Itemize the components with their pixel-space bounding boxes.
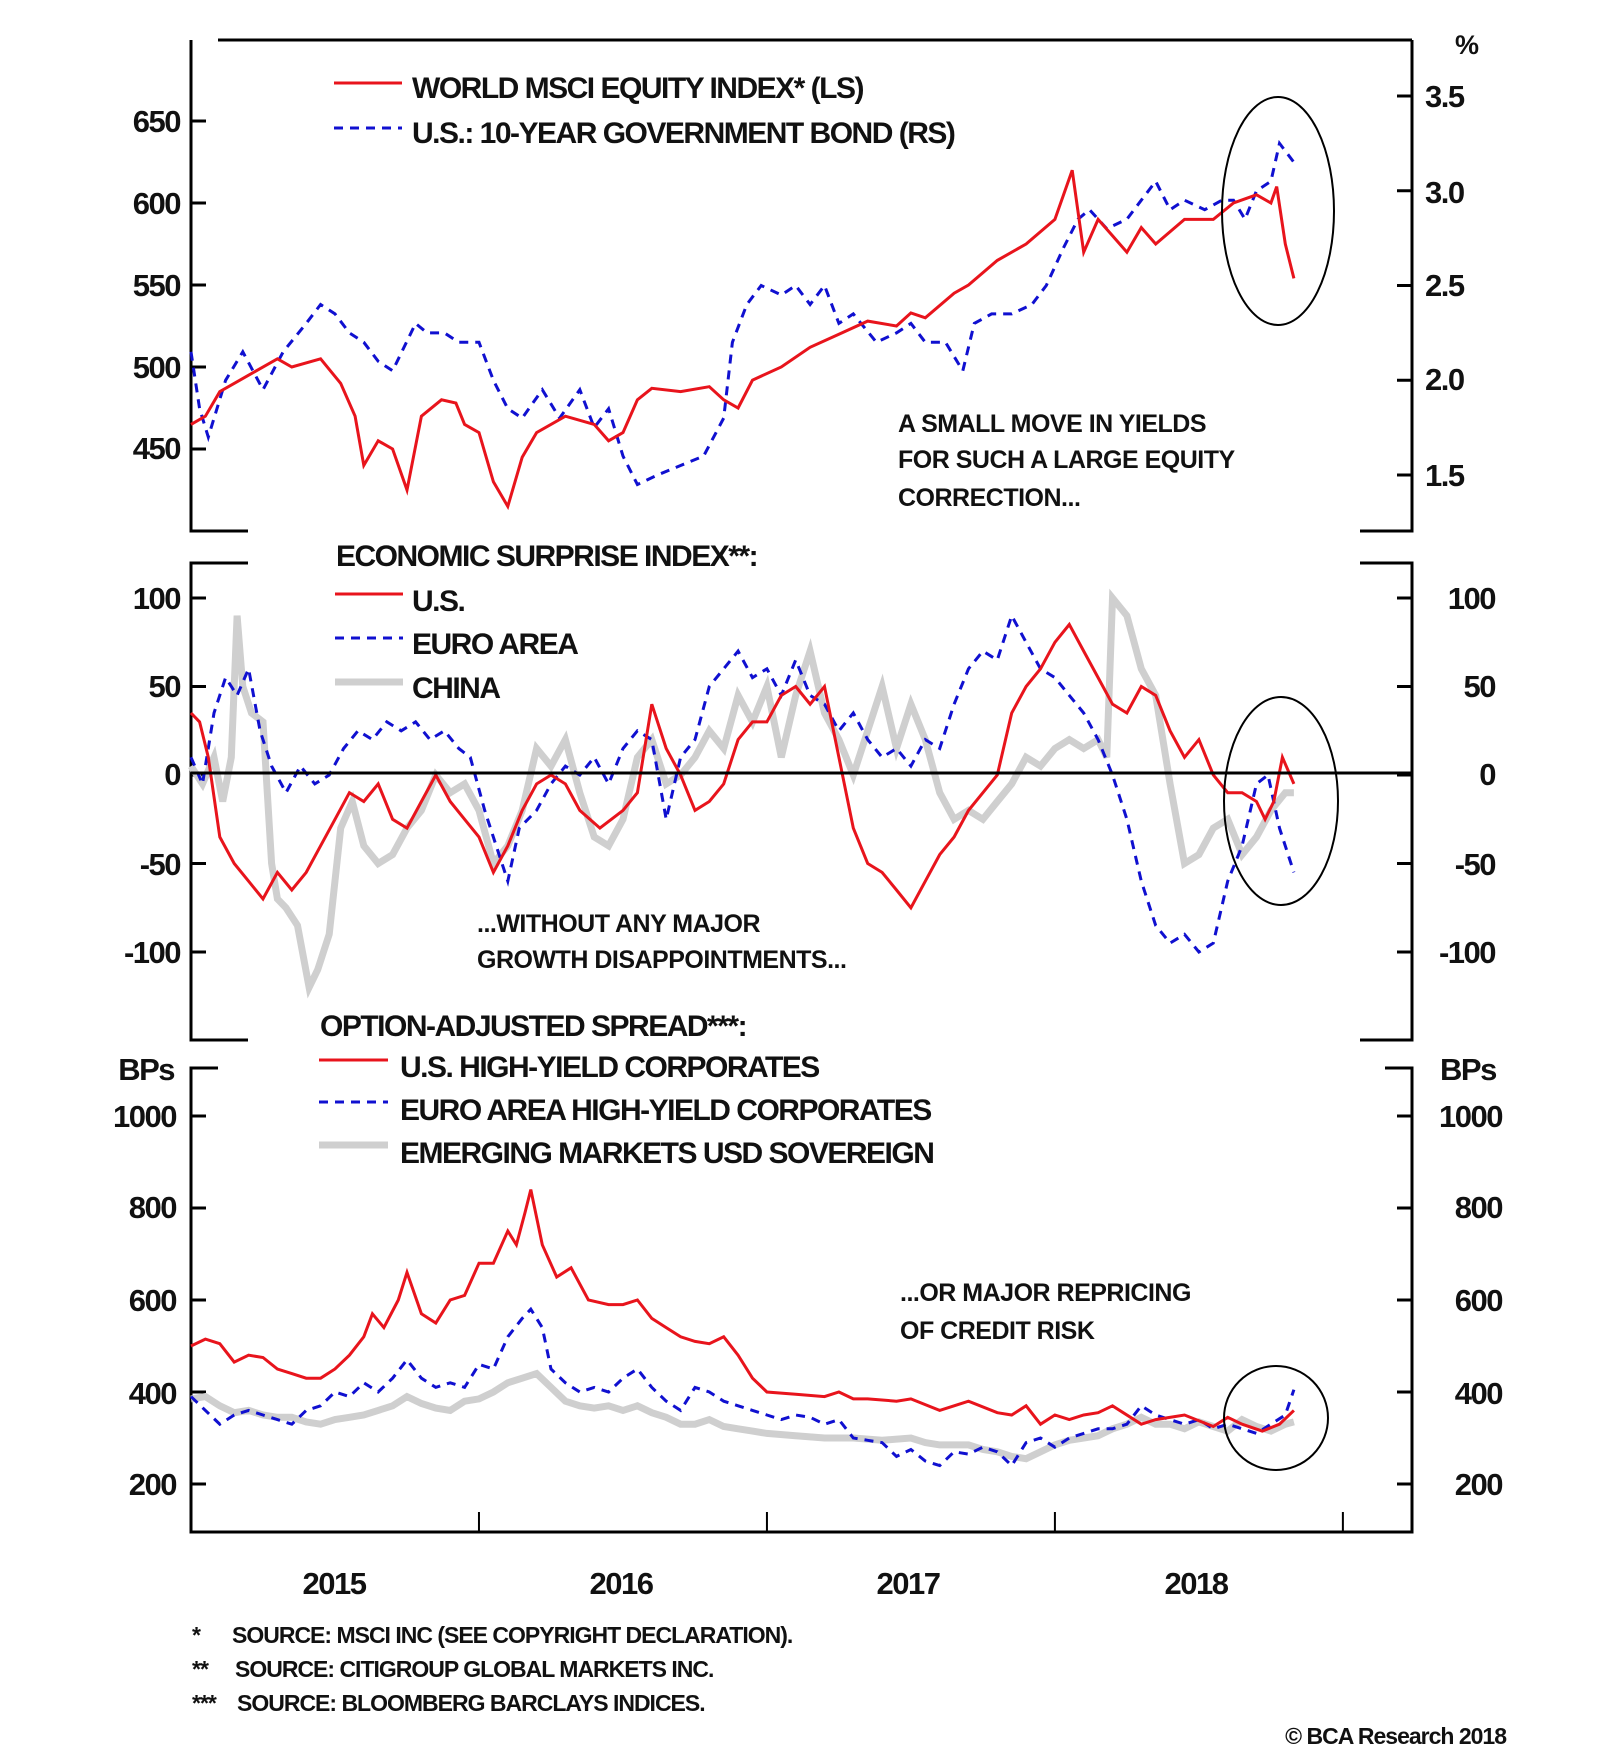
panel-option-adjusted-spread: OPTION-ADJUSTED SPREAD***: BPs BPs 1000 …: [113, 1010, 1504, 1601]
middle-panel-title: ECONOMIC SURPRISE INDEX**:: [336, 540, 757, 573]
left-tick-label: 600: [133, 186, 180, 221]
x-tick-label: 2015: [303, 1566, 367, 1601]
left-tick-label: 1000: [113, 1099, 176, 1134]
right-tick-label: 400: [1455, 1376, 1502, 1411]
x-tick-label: 2018: [1165, 1566, 1229, 1601]
left-axis-unit-label: BPs: [118, 1052, 174, 1087]
footnote-mark: ***: [192, 1690, 217, 1716]
bottom-series-group: [189, 1189, 1296, 1468]
left-tick-label: 500: [133, 350, 180, 385]
x-tick-label: 2017: [877, 1566, 940, 1601]
right-tick-label: 1.5: [1425, 458, 1465, 493]
right-tick-label: -100: [1439, 935, 1495, 970]
annotation-line: FOR SUCH A LARGE EQUITY: [898, 446, 1235, 474]
left-tick-label: -50: [140, 847, 181, 882]
left-tick-label: 400: [129, 1376, 176, 1411]
middle-panel-frame: [189, 561, 1414, 1042]
right-tick-label: 800: [1455, 1190, 1502, 1225]
legend-label-china: CHINA: [412, 672, 500, 705]
right-tick-label: 50: [1464, 669, 1496, 704]
footnote-mark: *: [192, 1622, 201, 1648]
right-tick-label: 2.5: [1425, 268, 1465, 303]
highlight-ellipse-bottom: [1223, 1365, 1329, 1471]
right-tick-label: 100: [1448, 581, 1495, 616]
left-tick-label: 800: [129, 1190, 176, 1225]
right-tick-label: 2.0: [1425, 362, 1464, 397]
bottom-panel-title: OPTION-ADJUSTED SPREAD***:: [320, 1010, 746, 1043]
footnote-text: SOURCE: CITIGROUP GLOBAL MARKETS INC.: [235, 1656, 713, 1682]
left-tick-label: 650: [133, 104, 180, 139]
panel-equity-vs-yields: % 650 600 550 500 450 3.5 3.0 2.5 2.0 1.…: [133, 30, 1481, 533]
right-axis-unit-label: %: [1455, 30, 1479, 60]
series-line-u-s: [189, 621, 1296, 911]
legend-label-euro-hy: EURO AREA HIGH-YIELD CORPORATES: [400, 1094, 931, 1127]
bottom-panel-frame: [189, 1066, 1414, 1534]
series-line-euro-area: [189, 611, 1296, 954]
annotation-line: ...OR MAJOR REPRICING: [900, 1279, 1191, 1307]
legend-label-msci: WORLD MSCI EQUITY INDEX* (LS): [412, 72, 863, 105]
left-tick-label: 550: [133, 268, 180, 303]
legend-label-us: U.S.: [412, 585, 465, 618]
left-tick-label: 50: [149, 669, 181, 704]
middle-series-group: [188, 588, 1296, 999]
highlight-ellipse-top: [1221, 96, 1335, 326]
left-tick-label: 200: [129, 1467, 176, 1502]
series-line-euro-area-high-yield-corporates: [189, 1306, 1296, 1468]
series-line-world-msci-equity-index-ls: [190, 169, 1296, 511]
right-tick-label: 200: [1455, 1467, 1502, 1502]
footnotes: * SOURCE: MSCI INC (SEE COPYRIGHT DECLAR…: [192, 1622, 1508, 1749]
legend-label-us-hy: U.S. HIGH-YIELD CORPORATES: [400, 1051, 819, 1084]
annotation-line: ...WITHOUT ANY MAJOR: [477, 910, 761, 938]
copyright-label: © BCA Research 2018: [1285, 1723, 1507, 1749]
footnote-text: SOURCE: MSCI INC (SEE COPYRIGHT DECLARAT…: [232, 1622, 792, 1648]
right-tick-label: 1000: [1439, 1099, 1502, 1134]
right-tick-label: 600: [1455, 1283, 1502, 1318]
legend-label-10y: U.S.: 10-YEAR GOVERNMENT BOND (RS): [412, 117, 955, 150]
x-tick-label: 2016: [590, 1566, 654, 1601]
annotation-line: GROWTH DISAPPOINTMENTS...: [477, 946, 846, 974]
legend-label-em: EMERGING MARKETS USD SOVEREIGN: [400, 1137, 933, 1170]
right-tick-label: 3.5: [1425, 79, 1465, 114]
annotation-line: CORRECTION...: [898, 484, 1080, 512]
legend-label-euro: EURO AREA: [412, 628, 578, 661]
right-axis-unit-label: BPs: [1440, 1052, 1496, 1087]
x-axis-ticks: [477, 1512, 1344, 1532]
left-tick-label: -100: [124, 935, 180, 970]
left-tick-label: 600: [129, 1283, 176, 1318]
highlight-ellipse-middle: [1223, 696, 1339, 906]
right-tick-label: 3.0: [1425, 175, 1464, 210]
panel-economic-surprise: ECONOMIC SURPRISE INDEX**: 100 50 0 -50 …: [124, 540, 1497, 1042]
annotation-line: OF CREDIT RISK: [900, 1317, 1095, 1345]
right-tick-label: -50: [1455, 847, 1496, 882]
left-tick-label: 100: [133, 581, 180, 616]
footnote-mark: **: [192, 1656, 209, 1682]
right-tick-label: 0: [1479, 757, 1495, 792]
annotation-line: A SMALL MOVE IN YIELDS: [898, 410, 1206, 438]
left-tick-label: 0: [164, 757, 180, 792]
series-line-u-s-high-yield-corporates: [190, 1189, 1295, 1433]
footnote-text: SOURCE: BLOOMBERG BARCLAYS INDICES.: [237, 1690, 705, 1716]
left-tick-label: 450: [133, 431, 180, 466]
